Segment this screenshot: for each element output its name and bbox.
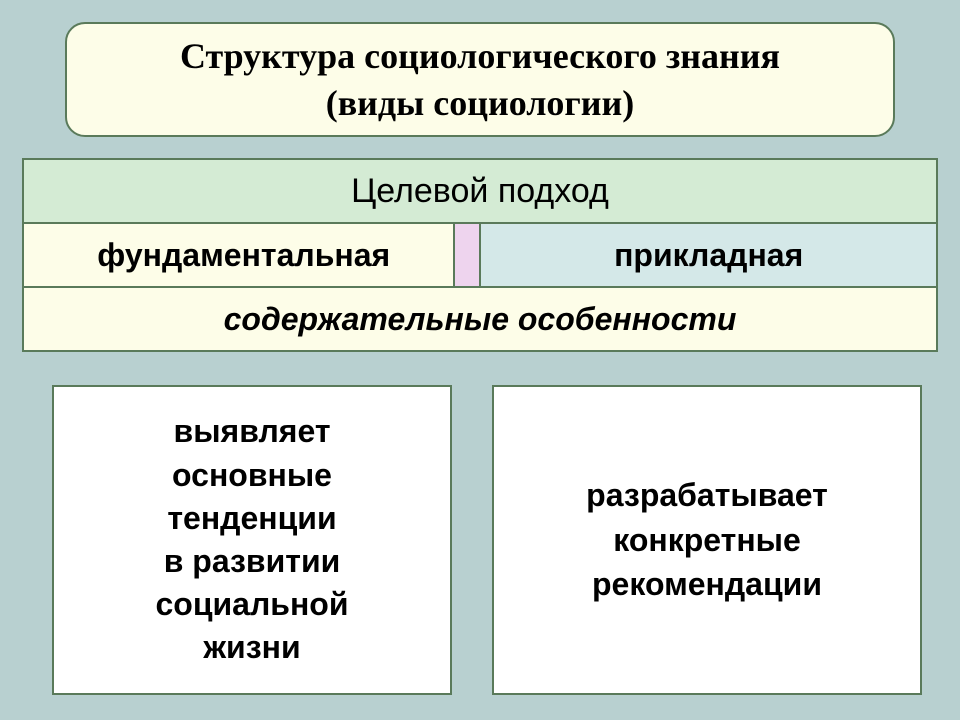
type-applied-cell: прикладная: [480, 223, 937, 287]
desc-left-line: основные: [172, 454, 332, 497]
description-applied-box: разрабатывает конкретные рекомендации: [492, 385, 922, 695]
table-subtitle-row: содержательные особенности: [23, 287, 937, 351]
table-subtitle-cell: содержательные особенности: [23, 287, 937, 351]
desc-right-line: разрабатывает: [586, 473, 828, 518]
desc-right-line: конкретные: [613, 518, 801, 563]
table-types-row: фундаментальная прикладная: [23, 223, 937, 287]
desc-left-line: социальной: [155, 583, 348, 626]
title-line-2: (виды социологии): [326, 80, 635, 127]
typology-table: Целевой подход фундаментальная прикладна…: [22, 158, 938, 352]
desc-right-line: рекомендации: [592, 562, 822, 607]
table-header-row: Целевой подход: [23, 159, 937, 223]
title-line-1: Структура социологического знания: [180, 33, 780, 80]
slide-title-box: Структура социологического знания (виды …: [65, 22, 895, 137]
desc-left-line: в развитии: [164, 540, 341, 583]
desc-left-line: жизни: [203, 626, 300, 669]
desc-left-line: тенденции: [167, 497, 336, 540]
type-fundamental-cell: фундаментальная: [23, 223, 454, 287]
type-divider-cell: [454, 223, 480, 287]
description-fundamental-box: выявляет основные тенденции в развитии с…: [52, 385, 452, 695]
table-header-cell: Целевой подход: [23, 159, 937, 223]
desc-left-line: выявляет: [174, 410, 331, 453]
